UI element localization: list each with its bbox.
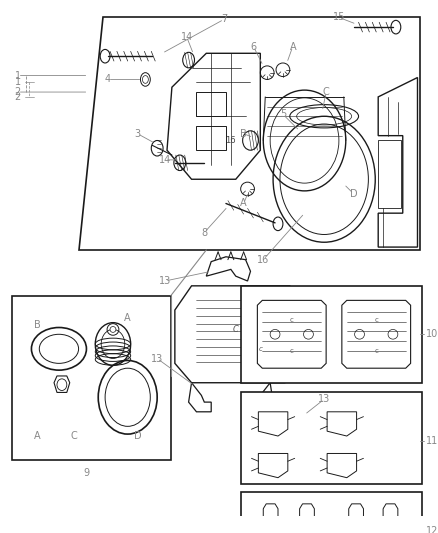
Text: 11: 11 bbox=[426, 436, 438, 446]
Text: A: A bbox=[290, 42, 296, 52]
Text: 12: 12 bbox=[426, 526, 438, 533]
Text: 14: 14 bbox=[159, 155, 171, 165]
Bar bbox=[12, 295, 171, 461]
Text: 13: 13 bbox=[318, 394, 330, 404]
Ellipse shape bbox=[110, 327, 116, 333]
Bar bbox=[240, 392, 422, 484]
Text: C: C bbox=[323, 87, 329, 97]
Bar bbox=[197, 92, 226, 116]
Text: 15: 15 bbox=[333, 12, 345, 22]
Text: 16: 16 bbox=[226, 136, 236, 145]
Text: c: c bbox=[374, 317, 378, 323]
Text: 3: 3 bbox=[134, 128, 141, 139]
Text: 16: 16 bbox=[257, 255, 269, 265]
Text: 14: 14 bbox=[180, 32, 193, 42]
Bar bbox=[197, 126, 226, 150]
Text: A: A bbox=[34, 431, 41, 441]
Text: 6: 6 bbox=[251, 42, 257, 52]
Text: 1: 1 bbox=[14, 77, 21, 87]
Text: c: c bbox=[258, 346, 262, 352]
Bar bbox=[240, 492, 422, 533]
Text: 1: 1 bbox=[14, 70, 21, 80]
Text: D: D bbox=[134, 431, 141, 441]
Text: 13: 13 bbox=[151, 353, 163, 364]
Text: 4: 4 bbox=[105, 75, 111, 84]
Text: 7: 7 bbox=[221, 14, 227, 25]
Text: c: c bbox=[290, 348, 294, 354]
Text: 13: 13 bbox=[159, 276, 171, 286]
Text: C: C bbox=[233, 325, 239, 334]
Text: c: c bbox=[290, 317, 294, 323]
Text: D: D bbox=[350, 189, 357, 199]
Text: 2: 2 bbox=[14, 87, 21, 97]
Text: 2: 2 bbox=[14, 92, 21, 102]
Bar bbox=[240, 286, 422, 383]
Text: 10: 10 bbox=[426, 329, 438, 340]
Text: 5: 5 bbox=[280, 109, 286, 119]
Text: B: B bbox=[240, 128, 247, 139]
Text: B: B bbox=[34, 320, 41, 329]
Text: c: c bbox=[374, 348, 378, 354]
Text: 8: 8 bbox=[201, 228, 207, 238]
Text: 9: 9 bbox=[83, 468, 89, 478]
Text: A: A bbox=[240, 198, 247, 208]
Text: A: A bbox=[124, 313, 131, 323]
Polygon shape bbox=[78, 18, 420, 250]
Text: C: C bbox=[71, 431, 77, 441]
